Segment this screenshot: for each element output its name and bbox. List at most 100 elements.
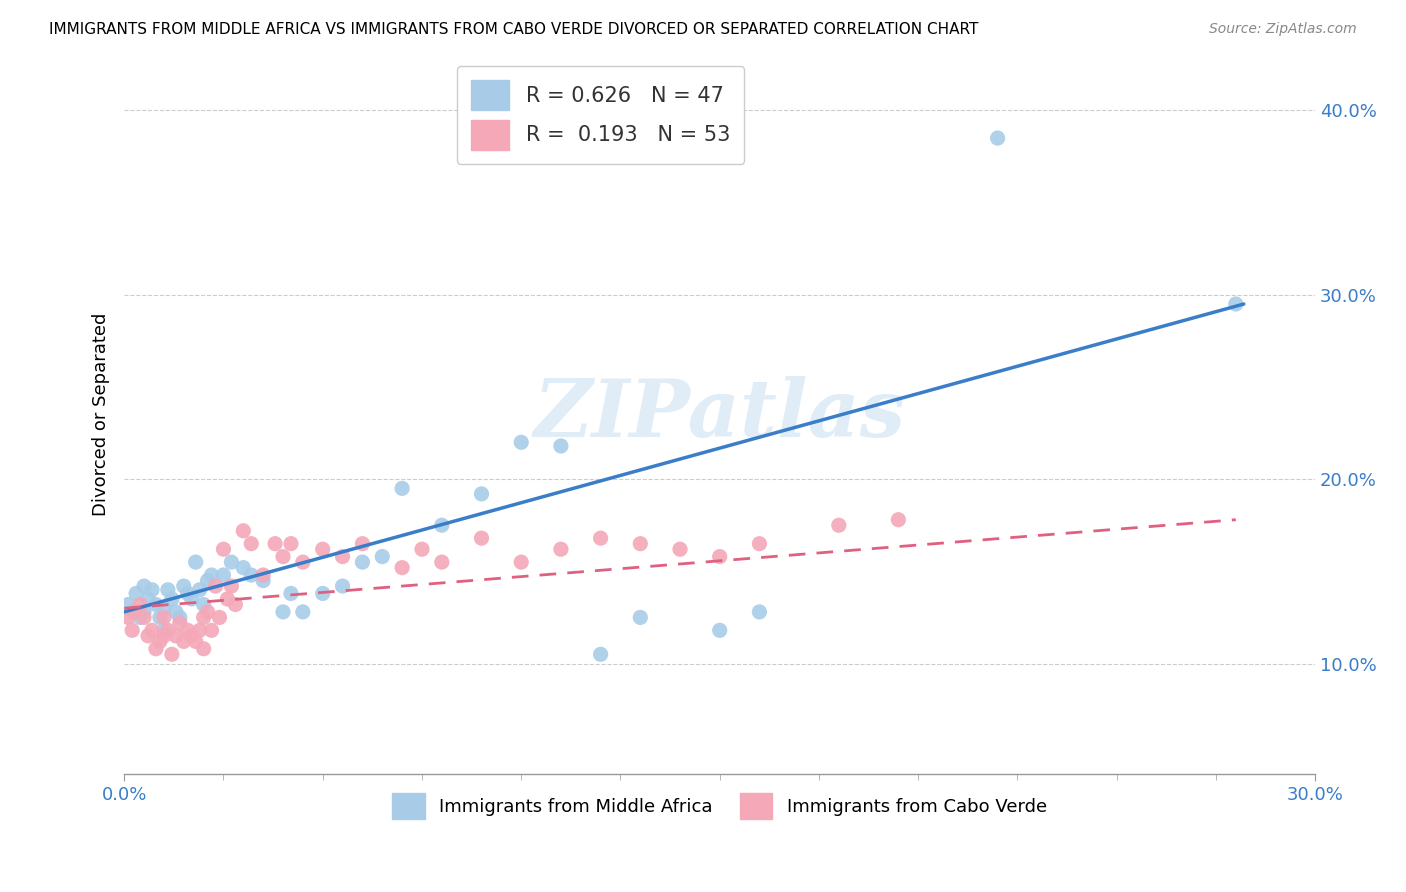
Point — [628, 610, 651, 624]
Point — [188, 624, 211, 638]
Point — [352, 555, 374, 569]
Point — [160, 592, 183, 607]
Point — [470, 487, 492, 501]
Point — [121, 624, 143, 638]
Point — [232, 524, 254, 538]
Point — [669, 542, 692, 557]
Point — [153, 629, 176, 643]
Point — [212, 542, 235, 557]
Point — [828, 518, 851, 533]
Point — [169, 615, 191, 630]
Point — [240, 568, 263, 582]
Point — [887, 513, 910, 527]
Point — [132, 605, 155, 619]
Point — [149, 610, 172, 624]
Point — [264, 537, 287, 551]
Point — [628, 537, 651, 551]
Point — [197, 574, 219, 588]
Point — [430, 518, 453, 533]
Point — [291, 605, 314, 619]
Point — [132, 579, 155, 593]
Point — [312, 586, 335, 600]
Point — [271, 549, 294, 564]
Point — [470, 531, 492, 545]
Point — [117, 598, 139, 612]
Point — [184, 555, 207, 569]
Point — [232, 560, 254, 574]
Point — [391, 482, 413, 496]
Point — [153, 601, 176, 615]
Point — [136, 629, 159, 643]
Point — [132, 610, 155, 624]
Point — [141, 624, 163, 638]
Point — [125, 586, 148, 600]
Point — [291, 555, 314, 569]
Text: Source: ZipAtlas.com: Source: ZipAtlas.com — [1209, 22, 1357, 37]
Point — [156, 624, 179, 638]
Point — [184, 634, 207, 648]
Point — [169, 610, 191, 624]
Point — [177, 624, 200, 638]
Point — [180, 629, 202, 643]
Point — [510, 555, 533, 569]
Point — [411, 542, 433, 557]
Point — [173, 634, 195, 648]
Point — [391, 560, 413, 574]
Point — [221, 555, 243, 569]
Point — [165, 605, 187, 619]
Point — [173, 579, 195, 593]
Point — [145, 598, 167, 612]
Point — [121, 605, 143, 619]
Point — [188, 582, 211, 597]
Point — [145, 641, 167, 656]
Point — [204, 579, 226, 593]
Point — [200, 568, 222, 582]
Point — [193, 641, 215, 656]
Point — [550, 542, 572, 557]
Point — [153, 610, 176, 624]
Point — [271, 605, 294, 619]
Point — [180, 592, 202, 607]
Point — [221, 579, 243, 593]
Point — [252, 568, 274, 582]
Point — [240, 537, 263, 551]
Point — [200, 624, 222, 638]
Point — [212, 568, 235, 582]
Point — [430, 555, 453, 569]
Point — [149, 634, 172, 648]
Point — [129, 598, 152, 612]
Point — [709, 624, 731, 638]
Point — [748, 537, 770, 551]
Point — [589, 531, 612, 545]
Point — [129, 610, 152, 624]
Point — [136, 592, 159, 607]
Point — [177, 586, 200, 600]
Point — [332, 549, 354, 564]
Point — [193, 610, 215, 624]
Point — [371, 549, 394, 564]
Text: ZIPatlas: ZIPatlas — [534, 376, 905, 453]
Point — [1225, 297, 1247, 311]
Point — [352, 537, 374, 551]
Point — [709, 549, 731, 564]
Point — [165, 629, 187, 643]
Text: IMMIGRANTS FROM MIDDLE AFRICA VS IMMIGRANTS FROM CABO VERDE DIVORCED OR SEPARATE: IMMIGRANTS FROM MIDDLE AFRICA VS IMMIGRA… — [49, 22, 979, 37]
Point — [197, 605, 219, 619]
Point — [125, 605, 148, 619]
Point — [224, 598, 246, 612]
Point — [510, 435, 533, 450]
Point — [252, 574, 274, 588]
Point — [987, 131, 1010, 145]
Point — [153, 624, 176, 638]
Point — [160, 648, 183, 662]
Point — [550, 439, 572, 453]
Point — [193, 598, 215, 612]
Legend: Immigrants from Middle Africa, Immigrants from Cabo Verde: Immigrants from Middle Africa, Immigrant… — [385, 786, 1054, 826]
Point — [332, 579, 354, 593]
Point — [141, 582, 163, 597]
Point — [280, 537, 302, 551]
Y-axis label: Divorced or Separated: Divorced or Separated — [93, 313, 110, 516]
Point — [312, 542, 335, 557]
Point — [589, 648, 612, 662]
Point — [217, 592, 239, 607]
